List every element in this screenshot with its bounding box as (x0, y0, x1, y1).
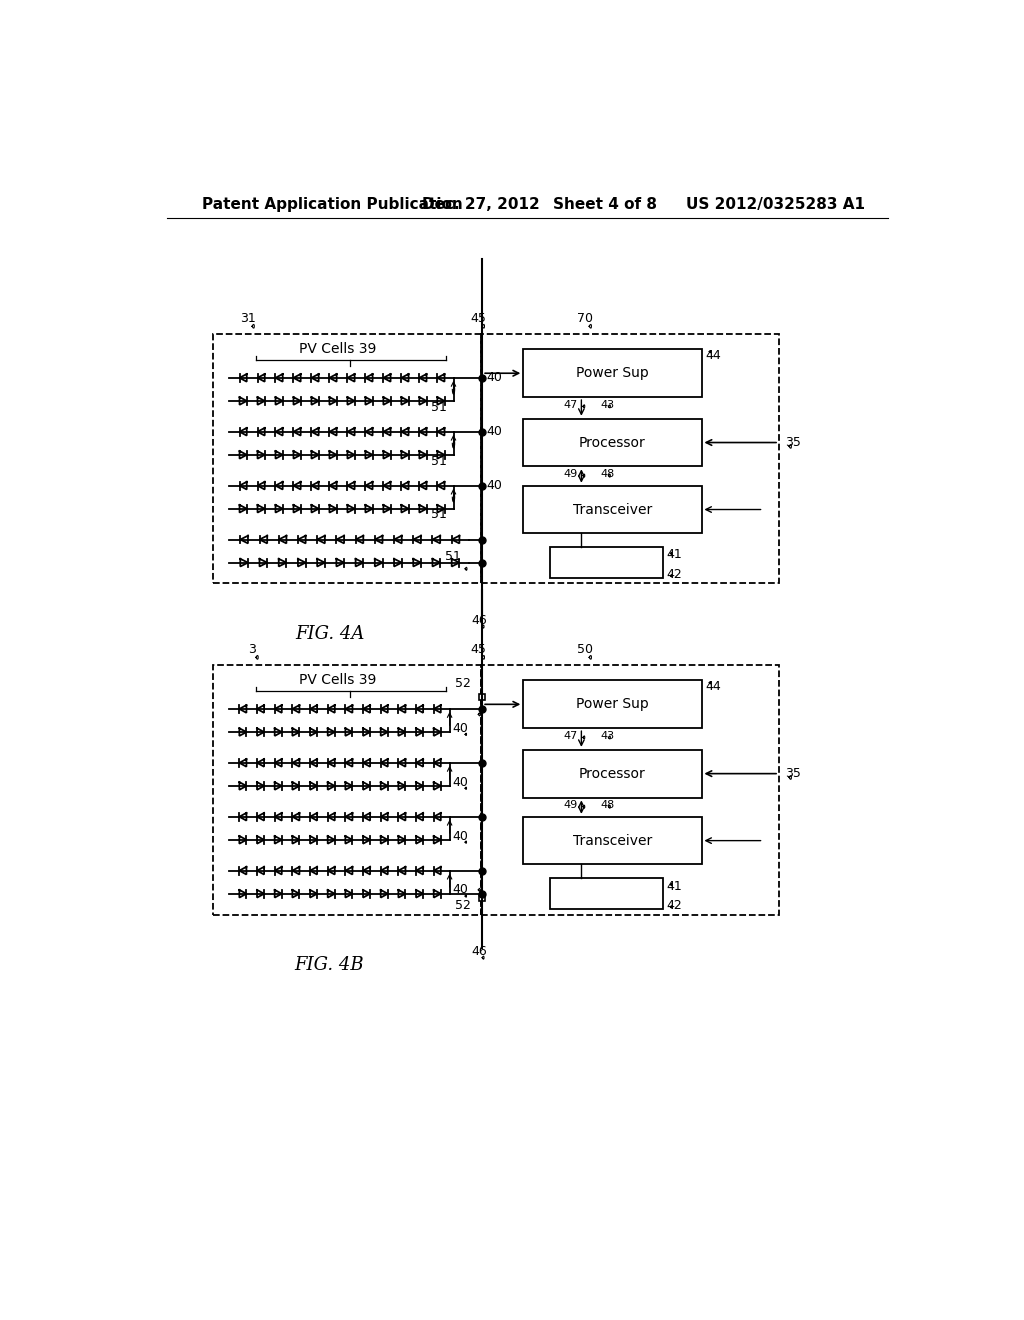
Text: 70: 70 (578, 312, 593, 325)
Text: 40: 40 (486, 425, 502, 438)
Bar (550, 548, 663, 578)
Bar (479, 694, 485, 701)
Text: 31: 31 (241, 312, 256, 325)
Text: 51: 51 (431, 400, 447, 413)
Bar (213, 665, 480, 915)
Bar (550, 878, 663, 909)
Bar (213, 334, 480, 583)
Text: Sheet 4 of 8: Sheet 4 of 8 (553, 197, 656, 213)
Bar (523, 681, 701, 729)
Text: 35: 35 (785, 436, 801, 449)
Text: Processor: Processor (579, 767, 646, 780)
Text: 42: 42 (667, 899, 682, 912)
Text: PV Cells 39: PV Cells 39 (299, 673, 376, 688)
Bar (479, 895, 485, 900)
Text: 40: 40 (486, 479, 502, 492)
Text: 40: 40 (486, 371, 502, 384)
Text: 51: 51 (445, 550, 461, 564)
Text: 44: 44 (706, 348, 721, 362)
Text: Power Sup: Power Sup (575, 697, 649, 711)
Text: Patent Application Publication: Patent Application Publication (202, 197, 463, 213)
Text: US 2012/0325283 A1: US 2012/0325283 A1 (686, 197, 865, 213)
Text: 47: 47 (563, 400, 578, 409)
Text: 48: 48 (601, 800, 615, 810)
Text: 3: 3 (248, 643, 256, 656)
Text: 46: 46 (471, 945, 487, 958)
Text: 47: 47 (563, 731, 578, 741)
Text: 50: 50 (578, 643, 593, 656)
Text: Power Sup: Power Sup (575, 366, 649, 380)
Text: Dec. 27, 2012: Dec. 27, 2012 (423, 197, 541, 213)
Text: Transceiver: Transceiver (572, 834, 652, 847)
Bar (480, 665, 779, 915)
Text: 42: 42 (667, 568, 682, 581)
Text: FIG. 4B: FIG. 4B (295, 957, 365, 974)
Text: 52: 52 (455, 677, 471, 690)
Bar (480, 334, 779, 583)
Text: 35: 35 (785, 767, 801, 780)
Text: 40: 40 (452, 722, 468, 735)
Text: FIG. 4A: FIG. 4A (295, 626, 365, 643)
Text: 41: 41 (667, 548, 682, 561)
Text: 51: 51 (431, 508, 447, 521)
Text: PV Cells 39: PV Cells 39 (299, 342, 376, 356)
Text: 40: 40 (452, 883, 468, 896)
Text: 48: 48 (601, 469, 615, 479)
Bar (523, 418, 701, 466)
Text: 51: 51 (431, 454, 447, 467)
Text: 46: 46 (471, 614, 487, 627)
Text: 40: 40 (452, 829, 468, 842)
Text: 49: 49 (563, 800, 578, 810)
Text: 43: 43 (601, 731, 614, 741)
Text: 52: 52 (455, 899, 471, 912)
Bar (523, 817, 701, 865)
Bar (523, 750, 701, 797)
Text: Processor: Processor (579, 436, 646, 450)
Text: 45: 45 (470, 643, 486, 656)
Bar (523, 486, 701, 533)
Text: 45: 45 (470, 312, 486, 325)
Text: 40: 40 (452, 776, 468, 788)
Text: 43: 43 (601, 400, 614, 409)
Text: Transceiver: Transceiver (572, 503, 652, 516)
Text: 49: 49 (563, 469, 578, 479)
Text: 44: 44 (706, 680, 721, 693)
Text: 41: 41 (667, 879, 682, 892)
Bar (523, 350, 701, 397)
